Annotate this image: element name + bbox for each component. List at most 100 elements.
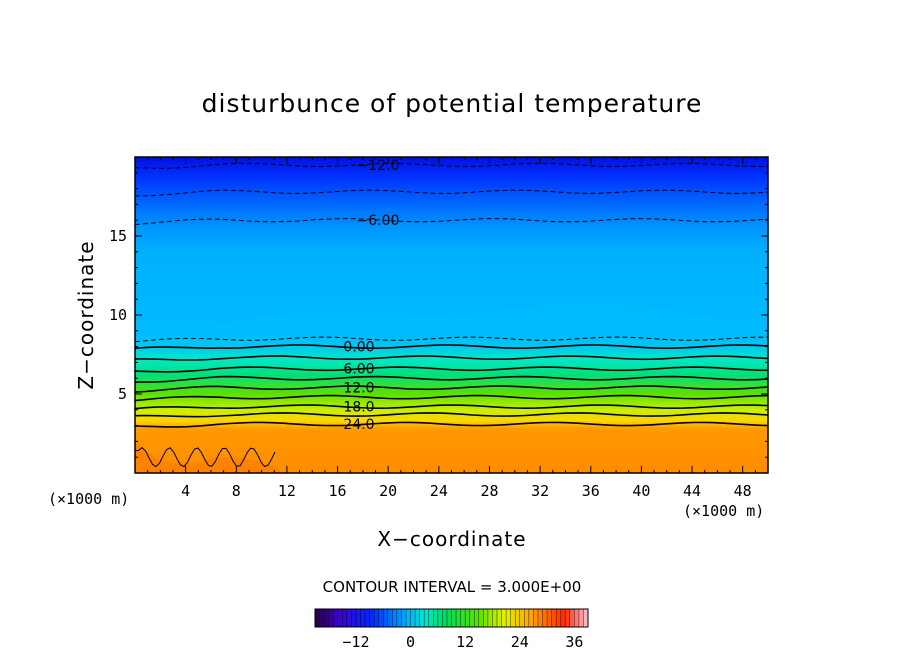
contour-line — [134, 218, 769, 225]
contour-line — [134, 366, 769, 373]
contour-lines — [134, 162, 769, 468]
colorbar-cell — [392, 609, 398, 627]
colorbar-cell — [333, 609, 339, 627]
x-tick-label: 40 — [632, 482, 650, 500]
colorbar-cell — [524, 609, 530, 627]
colorbar-cell — [474, 609, 480, 627]
colorbar-cell — [537, 609, 543, 627]
colorbar-cell — [510, 609, 516, 627]
colorbar-cell — [406, 609, 411, 627]
contour-label: −6.00 — [357, 213, 400, 229]
colorbar-frame — [314, 608, 589, 628]
y-tick-label: 15 — [109, 227, 127, 245]
colorbar-cell — [351, 609, 357, 627]
temperature-field — [135, 157, 768, 473]
colorbar-cell — [437, 609, 443, 627]
colorbar-cell — [460, 609, 466, 627]
colorbar-cell — [506, 609, 511, 627]
colorbar-cell — [547, 609, 552, 627]
x-tick-label: 36 — [582, 482, 600, 500]
colorbar-tick-label: 24 — [511, 633, 529, 651]
contour-line — [134, 394, 769, 402]
colorbar-cell — [515, 609, 521, 627]
colorbar-cell — [542, 609, 548, 627]
colorbar-cell — [446, 609, 452, 627]
colorbar-cell — [565, 609, 571, 627]
x-tick-label: 16 — [329, 482, 347, 500]
colorbar-cell — [519, 609, 525, 627]
contour-label: 24.0 — [343, 417, 374, 433]
colorbar-cell — [419, 609, 425, 627]
colorbar-cell — [319, 609, 325, 627]
colorbar-cell — [387, 609, 393, 627]
colorbar-cell — [315, 609, 320, 627]
colorbar-cell — [328, 609, 334, 627]
colorbar-cell — [469, 609, 475, 627]
y-axis-label: Z−coordinate — [74, 240, 98, 389]
x-tick-label: 44 — [683, 482, 701, 500]
field-blob — [135, 440, 280, 473]
contour-label: 18.0 — [343, 400, 374, 416]
contour-label: −12.0 — [357, 158, 400, 174]
contour-line — [135, 375, 769, 383]
colorbar-cell — [424, 609, 430, 627]
x-tick-label: 12 — [278, 482, 296, 500]
contour-line — [134, 336, 769, 343]
colorbar-cell — [355, 609, 361, 627]
colorbar — [314, 608, 589, 628]
colorbar-ticks: −12 0 12 24 36 — [342, 633, 583, 651]
colorbar-cell — [574, 609, 580, 627]
x-tick-label: 32 — [531, 482, 549, 500]
colorbar-cell — [342, 609, 348, 627]
colorbar-tick-label: 12 — [456, 633, 474, 651]
field-blob — [200, 304, 720, 340]
colorbar-cell — [569, 609, 575, 627]
x-tick-label: 24 — [430, 482, 448, 500]
colorbar-cell — [551, 609, 557, 627]
contour-interval-text: CONTOUR INTERVAL = 3.000E+00 — [323, 578, 582, 596]
y-tick-label: 10 — [109, 306, 127, 324]
colorbar-cell — [528, 609, 534, 627]
colorbar-cell — [365, 609, 370, 627]
colorbar-cell — [369, 609, 375, 627]
colorbar-tick-label: 0 — [406, 633, 415, 651]
colorbar-cell — [487, 609, 493, 627]
colorbar-cell — [483, 609, 489, 627]
contour-line — [135, 355, 769, 361]
x-unit-left: (×1000 m) — [48, 490, 129, 508]
colorbar-cell — [383, 609, 389, 627]
contour-line — [134, 404, 769, 410]
y-ticks: 5 10 15 — [109, 172, 768, 458]
colorbar-tick-label: −12 — [342, 633, 369, 651]
colorbar-tick-label: 36 — [565, 633, 583, 651]
colorbar-cell — [578, 609, 584, 627]
chart-title: disturbunce of potential temperature — [202, 89, 703, 118]
colorbar-cell — [415, 609, 420, 627]
colorbar-cell — [324, 609, 329, 627]
x-tick-label: 48 — [734, 482, 752, 500]
colorbar-cell — [478, 609, 484, 627]
contour-line — [134, 162, 769, 169]
colorbar-cell — [533, 609, 539, 627]
colorbar-cell — [433, 609, 439, 627]
colorbar-cell — [410, 609, 416, 627]
colorbar-cell — [396, 609, 402, 627]
colorbar-cell — [374, 609, 379, 627]
contour-line — [134, 189, 769, 197]
colorbar-cell — [337, 609, 343, 627]
contour-label: 6.00 — [343, 362, 374, 378]
colorbar-cell — [378, 609, 384, 627]
y-tick-label: 5 — [118, 385, 127, 403]
colorbar-cell — [497, 609, 502, 627]
colorbar-cell — [346, 609, 352, 627]
contour-label: 0.00 — [343, 340, 374, 356]
colorbar-cell — [428, 609, 434, 627]
x-ticks: 4 8 12 16 20 24 28 32 36 40 44 48 — [147, 157, 756, 500]
contour-line — [134, 385, 769, 393]
x-tick-label: 8 — [232, 482, 241, 500]
colorbar-cell — [583, 609, 589, 627]
contour-line — [134, 412, 769, 418]
contour-line — [134, 447, 276, 468]
